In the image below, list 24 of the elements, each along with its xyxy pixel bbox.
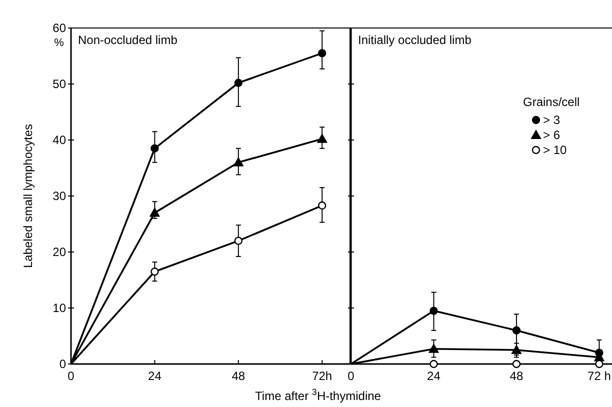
y-tick-label: 50	[52, 77, 66, 91]
y-axis-title: Labeled small lymphocytes	[21, 124, 35, 268]
x-tick-label: 0	[68, 369, 75, 383]
legend-label: > 10	[543, 143, 568, 157]
y-tick-label: 40	[52, 133, 66, 147]
y-tick-label: 60	[52, 21, 66, 35]
x-tick-label: 72h	[312, 369, 332, 383]
x-tick-label: 24	[427, 369, 441, 383]
legend-label: > 3	[543, 113, 560, 127]
text: %	[54, 37, 64, 49]
x-tick-label: 48	[232, 369, 246, 383]
x-tick-label: 0	[348, 369, 355, 383]
chart-title: Initially occluded limb	[358, 33, 472, 47]
chart-title: Non-occluded limb	[78, 33, 178, 47]
x-tick-label: 72 h	[588, 369, 611, 383]
y-tick-label: 0	[59, 357, 66, 371]
x-tick-label: 24	[148, 369, 162, 383]
x-axis-title: Time after $^{3}$H-thymidine	[255, 387, 382, 403]
y-tick-label: 10	[52, 301, 66, 315]
x-tick-label: 48	[510, 369, 524, 383]
y-tick-label: 30	[52, 189, 66, 203]
legend-label: > 6	[543, 128, 560, 142]
legend-title: Grains/cell	[523, 95, 580, 109]
y-tick-label: 20	[52, 245, 66, 259]
